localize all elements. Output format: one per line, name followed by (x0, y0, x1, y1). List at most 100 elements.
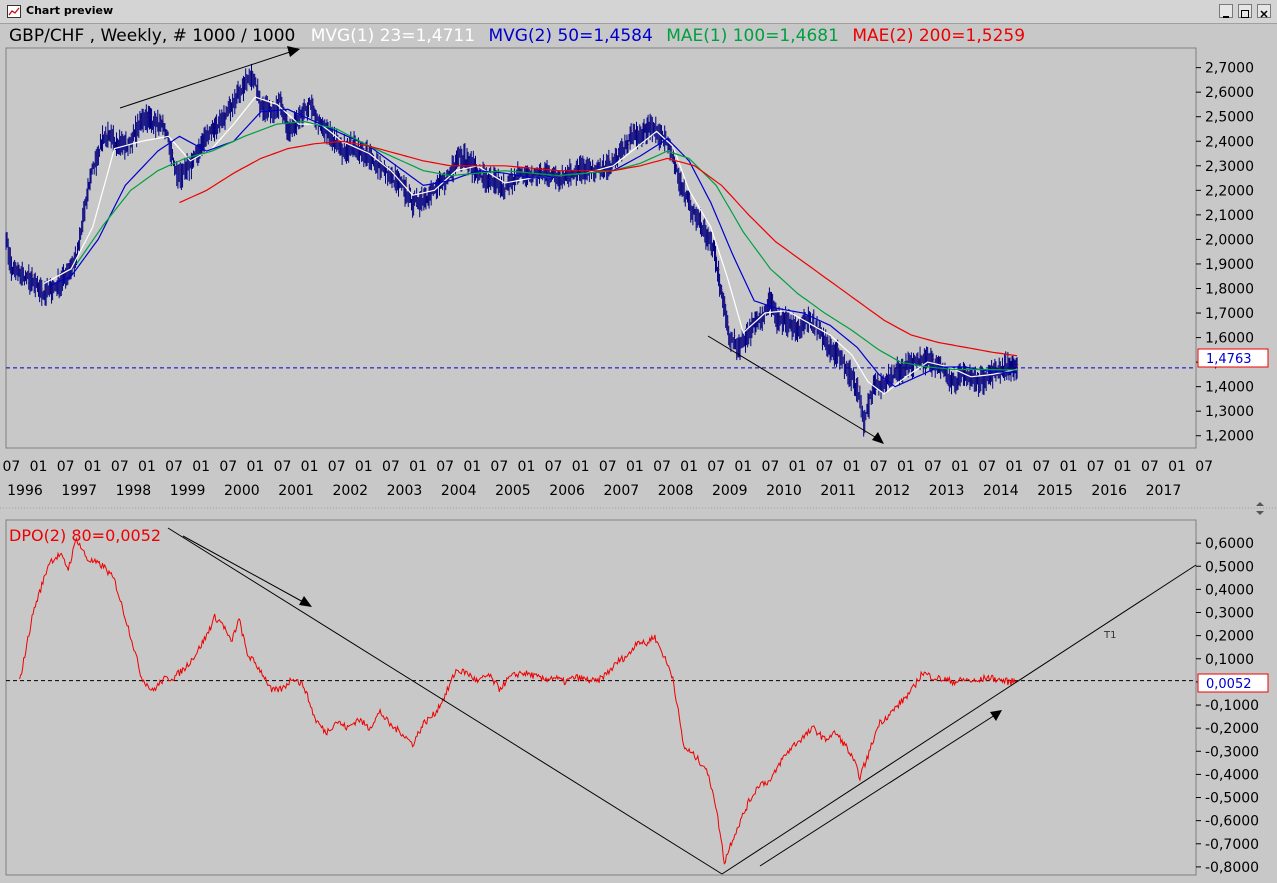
price-x-year-label: 2017 (1146, 483, 1182, 499)
price-x-month-label: 01 (463, 459, 481, 475)
price-x-month-label: 07 (382, 459, 400, 475)
price-x-month-label: 07 (274, 459, 292, 475)
price-x-month-label: 07 (328, 459, 346, 475)
price-x-month-label: 07 (3, 459, 21, 475)
panel-splitter[interactable] (0, 500, 1277, 518)
price-x-year-label: 2013 (929, 483, 965, 499)
window-title: Chart preview (26, 4, 114, 17)
price-y-tick-label: 2,2000 (1205, 183, 1254, 199)
price-y-tick-label: 1,9000 (1205, 257, 1254, 273)
price-x-month-label: 07 (1087, 459, 1105, 475)
trend-arrow-2 (872, 432, 884, 444)
price-x-month-label: 07 (219, 459, 237, 475)
series-line-4 (179, 140, 1018, 357)
price-x-month-label: 01 (355, 459, 373, 475)
trend-arrow-1 (287, 46, 300, 57)
price-x-month-label: 07 (1141, 459, 1159, 475)
price-y-tick-label: 1,2000 (1205, 429, 1254, 445)
price-y-tick-label: 2,4000 (1205, 134, 1254, 150)
splitter-up-icon[interactable] (1256, 502, 1264, 506)
price-x-year-label: 2010 (766, 483, 802, 499)
price-x-month-label: 01 (572, 459, 590, 475)
price-x-month-label: 07 (978, 459, 996, 475)
price-y-tick-label: 1,3000 (1205, 404, 1254, 420)
price-x-year-label: 1999 (170, 483, 206, 499)
price-x-year-label: 1998 (116, 483, 152, 499)
dpo-y-tick-label: 0,4000 (1205, 582, 1254, 598)
price-x-year-label: 2011 (820, 483, 856, 499)
chart-window-icon (7, 5, 21, 18)
price-x-month-label: 07 (816, 459, 834, 475)
dpo-y-tick-label: 0,3000 (1205, 606, 1254, 622)
dpo-arrow-up (990, 710, 1002, 721)
price-x-year-label: 2003 (387, 483, 423, 499)
dpo-y-tick-label: -0,8000 (1205, 860, 1259, 876)
dpo-plot-frame (5, 519, 1197, 876)
price-x-month-label: 07 (490, 459, 508, 475)
price-x-month-label: 01 (1005, 459, 1023, 475)
price-y-tick-label: 1,7000 (1205, 306, 1254, 322)
price-x-month-label: 07 (762, 459, 780, 475)
price-x-month-label: 01 (951, 459, 969, 475)
price-x-month-label: 07 (1033, 459, 1051, 475)
current-dpo-label: 0,0052 (1206, 677, 1252, 692)
price-y-tick-label: 2,7000 (1205, 61, 1254, 77)
current-price-label: 1,4763 (1206, 352, 1252, 367)
dpo-trend-line-up (721, 564, 1197, 875)
price-x-year-label: 2004 (441, 483, 477, 499)
price-y-tick-label: 2,0000 (1205, 232, 1254, 248)
series-line-3 (76, 120, 1018, 371)
price-y-tick-label: 1,6000 (1205, 331, 1254, 347)
dpo-y-tick-label: 0,5000 (1205, 559, 1254, 575)
price-x-month-label: 07 (57, 459, 75, 475)
trend-line-2 (707, 335, 881, 441)
price-x-month-label: 01 (30, 459, 48, 475)
current-dpo-box (1197, 673, 1269, 693)
price-y-tick-label: 2,1000 (1205, 208, 1254, 224)
price-y-tick-label: 2,5000 (1205, 110, 1254, 126)
price-x-month-label: 07 (165, 459, 183, 475)
dpo-trend-channel-up (759, 714, 996, 867)
price-x-month-label: 01 (138, 459, 156, 475)
price-x-month-label: 01 (246, 459, 264, 475)
price-x-month-label: 01 (84, 459, 102, 475)
splitter-down-icon[interactable] (1256, 511, 1264, 515)
dpo-y-tick-label: -0,7000 (1205, 837, 1259, 853)
price-x-year-label: 2000 (224, 483, 260, 499)
mae1-legend: MAE(1) 100=1,4681 (666, 26, 839, 46)
price-x-year-label: 2015 (1037, 483, 1073, 499)
instrument-label: GBP/CHF , Weekly, # 1000 / 1000 (9, 26, 295, 46)
dpo-panel: T1 0,6000 0,5000 0,4000 0,3000 0,2000 0,1000 0… (5, 519, 1269, 876)
dpo-y-tick-label: 0,1000 (1205, 652, 1254, 668)
price-panel: 2,7000 2,6000 2,5000 2,4000 2,3000 2,2000 2,10… (3, 26, 1269, 499)
dpo-series-line (19, 536, 1018, 865)
trend-annotation-t1: T1 (1103, 630, 1116, 641)
mae2-legend: MAE(2) 200=1,5259 (852, 26, 1025, 46)
price-x-year-label: 1996 (7, 483, 43, 499)
price-x-month-label: 01 (1114, 459, 1132, 475)
dpo-y-tick-label: -0,2000 (1205, 721, 1259, 737)
price-x-year-label: 2007 (604, 483, 640, 499)
price-y-tick-label: 1,8000 (1205, 281, 1254, 297)
minimize-icon[interactable] (1219, 4, 1233, 18)
price-x-year-label: 2016 (1091, 483, 1127, 499)
price-x-year-label: 2009 (712, 483, 748, 499)
price-plot-frame (5, 47, 1197, 449)
dpo-trend-channel-down (182, 535, 306, 604)
price-x-year-label: 2014 (983, 483, 1019, 499)
maximize-icon[interactable] (1238, 4, 1252, 18)
price-x-month-label: 01 (518, 459, 536, 475)
title-bar: Chart preview (0, 0, 1277, 24)
dpo-y-tick-label: 0,6000 (1205, 536, 1254, 552)
dpo-y-tick-label: -0,5000 (1205, 791, 1259, 807)
dpo-arrow-down (299, 596, 312, 607)
price-x-month-label: 07 (707, 459, 725, 475)
price-x-month-label: 01 (789, 459, 807, 475)
price-x-month-label: 07 (599, 459, 617, 475)
mvg1-legend: MVG(1) 23=1,4711 (311, 26, 475, 46)
close-icon[interactable] (1257, 4, 1271, 18)
price-x-month-label: 01 (734, 459, 752, 475)
price-x-month-label: 01 (897, 459, 915, 475)
price-x-month-label: 07 (653, 459, 671, 475)
price-x-month-label: 07 (111, 459, 129, 475)
